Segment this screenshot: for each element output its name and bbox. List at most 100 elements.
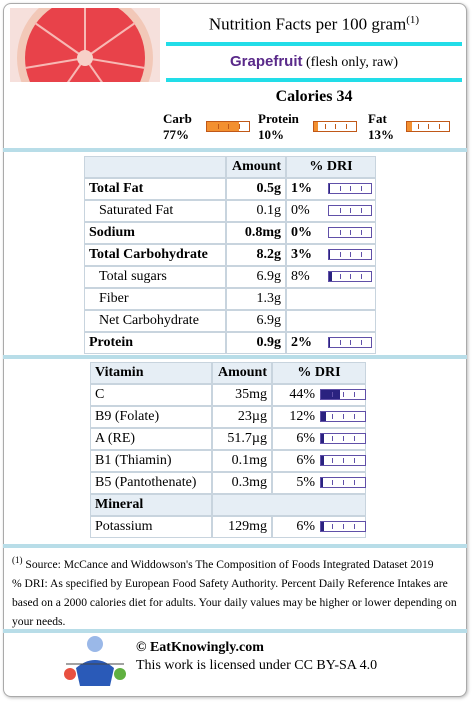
bar-tick <box>343 524 344 529</box>
bar-fill <box>329 250 331 259</box>
bar-tick <box>350 230 351 235</box>
nutrient-amount: 0.9g <box>226 332 286 354</box>
dri-bar <box>320 389 366 400</box>
bar-fill <box>314 122 319 131</box>
nutrient-amount: 35mg <box>212 384 272 406</box>
divider <box>3 544 467 548</box>
divider <box>166 42 462 46</box>
nutrient-amount: 8.2g <box>226 244 286 266</box>
dri-percent: 0% <box>291 225 312 240</box>
bar-tick <box>345 124 347 129</box>
calories: Calories 34 <box>275 88 353 105</box>
nutrient-amount: 23µg <box>212 406 272 428</box>
nutrient-name: B5 (Pantothenate) <box>90 472 212 494</box>
dri-cell <box>286 310 376 332</box>
bar-tick <box>350 186 351 191</box>
dri-bar <box>320 433 366 444</box>
bar-tick <box>343 436 344 441</box>
section-title: Mineral <box>90 494 212 516</box>
food-line: Grapefruit (flesh only, raw) <box>166 53 462 71</box>
bar-tick <box>360 340 362 345</box>
bar-tick <box>343 414 344 419</box>
nutrient-amount: 0.5g <box>226 178 286 200</box>
bar-tick <box>360 186 362 191</box>
nutrient-name: Total Carbohydrate <box>84 244 226 266</box>
nutrient-name: C <box>90 384 212 406</box>
bar-fill <box>321 478 324 487</box>
bar-tick <box>354 436 355 441</box>
bar-tick <box>324 124 326 129</box>
site: © EatKnowingly.com <box>136 640 264 655</box>
macro-percent: 13% <box>368 127 394 142</box>
divider <box>3 629 467 633</box>
dri-bar <box>406 121 450 132</box>
dri-bar <box>328 183 372 194</box>
dri-note: % DRI: As specified by European Food Saf… <box>12 576 457 628</box>
bar-tick <box>238 124 240 129</box>
nutrient-amount: 129mg <box>212 516 272 538</box>
bar-tick <box>360 208 362 213</box>
dri-percent: 3% <box>291 247 312 262</box>
nutrient-name: Fiber <box>84 288 226 310</box>
dri-cell <box>286 288 376 310</box>
dri-bar <box>320 411 366 422</box>
footnotes: (1) Source: McCance and Widdowson's The … <box>12 551 460 631</box>
bar-tick <box>217 124 219 129</box>
source-line: (1) Source: McCance and Widdowson's The … <box>12 551 460 574</box>
bar-tick <box>354 392 355 397</box>
bar-fill <box>321 522 324 531</box>
header-cell: % DRI <box>286 156 376 178</box>
dri-bar <box>313 121 357 132</box>
nutrient-amount: 0.3mg <box>212 472 272 494</box>
nutrient-name: B1 (Thiamin) <box>90 450 212 472</box>
bar-tick <box>350 208 351 213</box>
source-note: (1) <box>12 555 23 565</box>
divider <box>3 355 467 359</box>
header-cell <box>84 156 226 178</box>
dri-percent: 2% <box>291 335 312 350</box>
bar-tick <box>332 524 333 529</box>
nutrient-name: Potassium <box>90 516 212 538</box>
nutrient-amount: 0.1g <box>226 200 286 222</box>
title-line: Nutrition Facts per 100 gram(1) <box>166 14 462 35</box>
bar-tick <box>350 274 351 279</box>
bar-tick <box>339 208 341 213</box>
dri-percent: 6% <box>296 453 315 468</box>
divider <box>166 78 462 82</box>
bar-fill <box>329 272 333 281</box>
bar-tick <box>339 340 341 345</box>
dri-bar <box>328 337 372 348</box>
nutrient-amount: 0.1mg <box>212 450 272 472</box>
bar-tick <box>438 124 440 129</box>
food-image <box>10 8 160 82</box>
nutrient-name: Sodium <box>84 222 226 244</box>
bar-tick <box>332 436 333 441</box>
nutrient-name: Protein <box>84 332 226 354</box>
title-note: (1) <box>406 14 420 26</box>
bar-tick <box>332 392 333 397</box>
bar-tick <box>350 252 351 257</box>
dri-bar <box>328 205 372 216</box>
title: Nutrition Facts per 100 gram <box>208 14 407 34</box>
bar-tick <box>339 186 341 191</box>
macro-percent: 77% <box>163 127 189 142</box>
dri-percent: 6% <box>296 431 315 446</box>
logo <box>64 636 126 686</box>
dri-percent: 12% <box>289 409 315 424</box>
bar-tick <box>339 252 341 257</box>
nutrient-name: Saturated Fat <box>84 200 226 222</box>
dri-percent: 5% <box>296 475 315 490</box>
nutrient-name: Net Carbohydrate <box>84 310 226 332</box>
dri-percent: 44% <box>289 387 315 402</box>
license: This work is licensed under CC BY-SA 4.0 <box>136 658 378 673</box>
bar-tick <box>332 414 333 419</box>
macro-percent: 10% <box>258 127 284 142</box>
nutrient-amount: 6.9g <box>226 310 286 332</box>
dri-bar <box>320 477 366 488</box>
bar-tick <box>360 252 362 257</box>
nutrient-name: Total Fat <box>84 178 226 200</box>
bar-tick <box>343 480 344 485</box>
bar-tick <box>350 340 351 345</box>
bar-tick <box>354 458 355 463</box>
